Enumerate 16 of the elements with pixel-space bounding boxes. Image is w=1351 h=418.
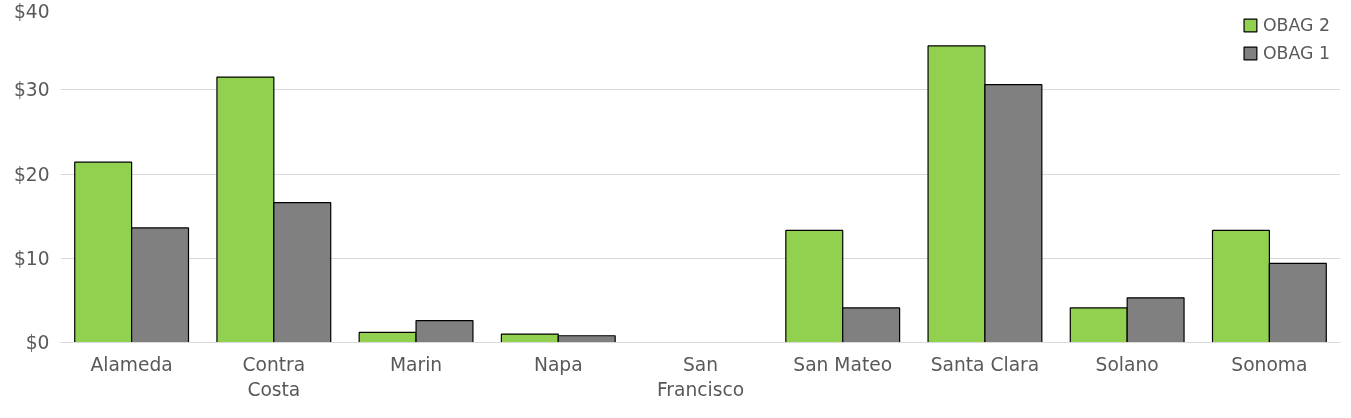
y-tick-label: $40 [13,0,50,22]
x-tick-label: Sonoma [1231,353,1308,375]
x-tick-label: Marin [389,353,443,375]
y-tick-label: $20 [13,163,50,185]
x-tick-label: Santa Clara [930,353,1040,375]
x-tick-label: Solano [1095,353,1159,375]
y-tick-label: $0 [25,332,50,353]
legend-label: OBAG 1 [1262,43,1330,63]
x-tick-label: San Mateo [793,353,893,375]
x-tick-label: Napa [533,353,583,375]
x-tick-label: Contra Costa [242,353,306,400]
legend-label: OBAG 2 [1262,15,1330,35]
y-tick-label: $10 [13,247,50,269]
x-tick-label: San Francisco [656,353,745,400]
y-tick-label: $30 [13,79,50,101]
x-tick-label: Alameda [90,353,173,375]
